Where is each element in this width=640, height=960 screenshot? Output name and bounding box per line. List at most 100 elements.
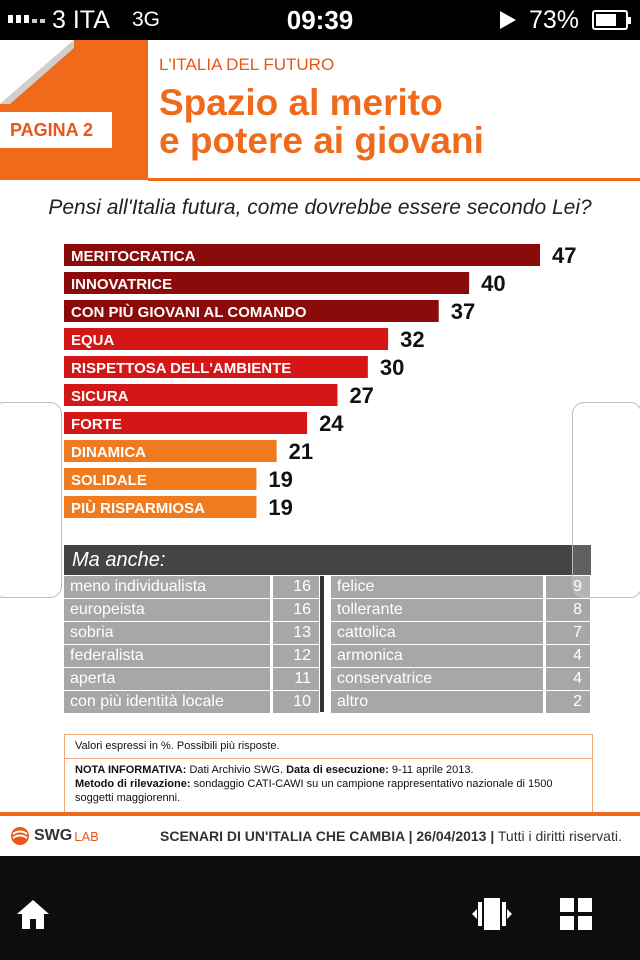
note-info: NOTA INFORMATIVA: Dati Archivio SWG. Dat… <box>75 763 582 777</box>
also-header: Ma anche: <box>64 545 591 575</box>
bar-0 <box>64 244 540 266</box>
also-value: 13 <box>273 621 319 645</box>
note-method-text: sondaggio CATI-CAWI su un campione rappr… <box>75 778 553 804</box>
infographic-page: PAGINA 2 L'ITALIA DEL FUTURO Spazio al m… <box>0 40 640 856</box>
logo-sub: LAB <box>74 828 99 844</box>
bar-value-7: 21 <box>289 439 313 464</box>
status-bar: 3 ITA 3G 09:39 73% <box>0 0 640 40</box>
signal-icon <box>8 15 45 23</box>
also-row: conservatrice 4 <box>331 667 590 691</box>
bar-2 <box>64 300 439 322</box>
bar-label-2: CON PIÙ GIOVANI AL COMANDO <box>71 303 307 321</box>
also-row: altro 2 <box>331 690 590 714</box>
also-label: aperta <box>64 667 270 691</box>
bar-label-4: RISPETTOSA DELL'AMBIENTE <box>71 360 291 377</box>
also-left-column: meno individualista 16 europeista 16 sobria 1… <box>64 576 319 714</box>
also-value: 2 <box>546 690 590 714</box>
footer-text-rest: Tutti i diritti riservati. <box>494 828 622 844</box>
battery-icon <box>592 10 631 30</box>
bottom-toolbar <box>0 856 640 960</box>
battery-percent: 73% <box>529 6 580 34</box>
also-right-column: felice 9 tollerante 8 cattolica 7 armonica 4 con… <box>331 576 590 714</box>
bar-8 <box>64 468 257 490</box>
also-row: meno individualista 16 <box>64 576 319 599</box>
bar-label-1: INNOVATRICE <box>71 276 172 293</box>
header-block: PAGINA 2 <box>0 40 148 180</box>
bar-label-8: SOLIDALE <box>71 472 147 489</box>
also-label: felice <box>331 576 543 599</box>
grid-icon[interactable] <box>560 898 592 930</box>
column-divider <box>320 576 324 712</box>
bar-5 <box>64 384 338 406</box>
also-value: 16 <box>273 598 319 622</box>
bar-label-5: SICURA <box>71 388 129 405</box>
swg-logo-icon <box>11 827 29 845</box>
also-row: con più identità locale 10 <box>64 690 319 714</box>
note-exec-label: Data di esecuzione: <box>286 764 389 776</box>
next-page-handle[interactable] <box>572 402 640 598</box>
page-fold-icon <box>0 40 74 104</box>
also-value: 10 <box>273 690 319 714</box>
bar-label-9: PIÙ RISPARMIOSA <box>71 499 205 517</box>
bar-value-9: 19 <box>268 495 292 520</box>
also-label: europeista <box>64 598 270 622</box>
logo-main: SWG <box>34 827 73 844</box>
footer-text: SCENARI DI UN'ITALIA CHE CAMBIA | 26/04/… <box>160 828 622 844</box>
also-label: sobria <box>64 621 270 645</box>
also-value: 16 <box>273 576 319 599</box>
bar-6 <box>64 412 308 434</box>
network-label: 3G <box>132 8 161 31</box>
survey-question: Pensi all'Italia futura, come dovrebbe e… <box>48 196 592 219</box>
note-method: Metodo di rilevazione: sondaggio CATI-CA… <box>75 777 582 805</box>
info-note: Valori espressi in %. Possibili più risp… <box>64 734 593 814</box>
home-icon[interactable] <box>16 898 50 930</box>
swg-logo: SWG LAB <box>10 826 99 846</box>
bar-7 <box>64 440 277 462</box>
bar-value-2: 37 <box>451 299 475 324</box>
bar-value-0: 47 <box>552 243 576 268</box>
header-rule <box>148 178 640 181</box>
also-row: europeista 16 <box>64 598 319 622</box>
bar-value-4: 30 <box>380 355 404 380</box>
also-label: cattolica <box>331 621 543 645</box>
also-label: conservatrice <box>331 667 543 691</box>
also-row: sobria 13 <box>64 621 319 645</box>
footer-text-bold: SCENARI DI UN'ITALIA CHE CAMBIA | 26/04/… <box>160 828 495 844</box>
prev-page-handle[interactable] <box>0 402 62 598</box>
bar-3 <box>64 328 389 350</box>
bar-1 <box>64 272 470 294</box>
also-row: tollerante 8 <box>331 598 590 622</box>
bar-9 <box>64 496 257 518</box>
bar-value-6: 24 <box>319 411 344 436</box>
also-label: armonica <box>331 644 543 668</box>
note-exec-text: 9-11 aprile 2013. <box>391 764 474 776</box>
bar-4 <box>64 356 368 378</box>
section-title: L'ITALIA DEL FUTURO <box>159 55 335 74</box>
bar-label-3: EQUA <box>71 332 115 349</box>
pages-icon[interactable] <box>472 896 512 932</box>
also-value: 4 <box>546 667 590 691</box>
also-label: con più identità locale <box>64 690 270 714</box>
page-badge: PAGINA 2 <box>0 112 112 148</box>
carrier-label: 3 ITA <box>52 6 110 34</box>
also-value: 12 <box>273 644 319 668</box>
also-value: 7 <box>546 621 590 645</box>
bar-value-3: 32 <box>400 327 424 352</box>
note-method-label: Metodo di rilevazione: <box>75 778 191 790</box>
also-label: meno individualista <box>64 576 270 599</box>
bar-chart: MERITOCRATICA 47 INNOVATRICE 40 CON PIÙ GIOV… <box>64 243 576 520</box>
also-value: 4 <box>546 644 590 668</box>
also-row: cattolica 7 <box>331 621 590 645</box>
note-info-label: NOTA INFORMATIVA: <box>75 764 187 776</box>
headline-line-1: Spazio al merito <box>159 82 443 123</box>
also-row: aperta 11 <box>64 667 319 691</box>
play-icon <box>500 11 516 29</box>
bar-value-5: 27 <box>349 383 373 408</box>
also-row: felice 9 <box>331 576 590 599</box>
also-row: federalista 12 <box>64 644 319 668</box>
footer: SWG LAB SCENARI DI UN'ITALIA CHE CAMBIA … <box>0 820 640 856</box>
clock: 09:39 <box>286 5 354 35</box>
note-values: Valori espressi in %. Possibili più risp… <box>75 740 280 752</box>
also-label: altro <box>331 690 543 714</box>
bar-value-1: 40 <box>481 271 505 296</box>
